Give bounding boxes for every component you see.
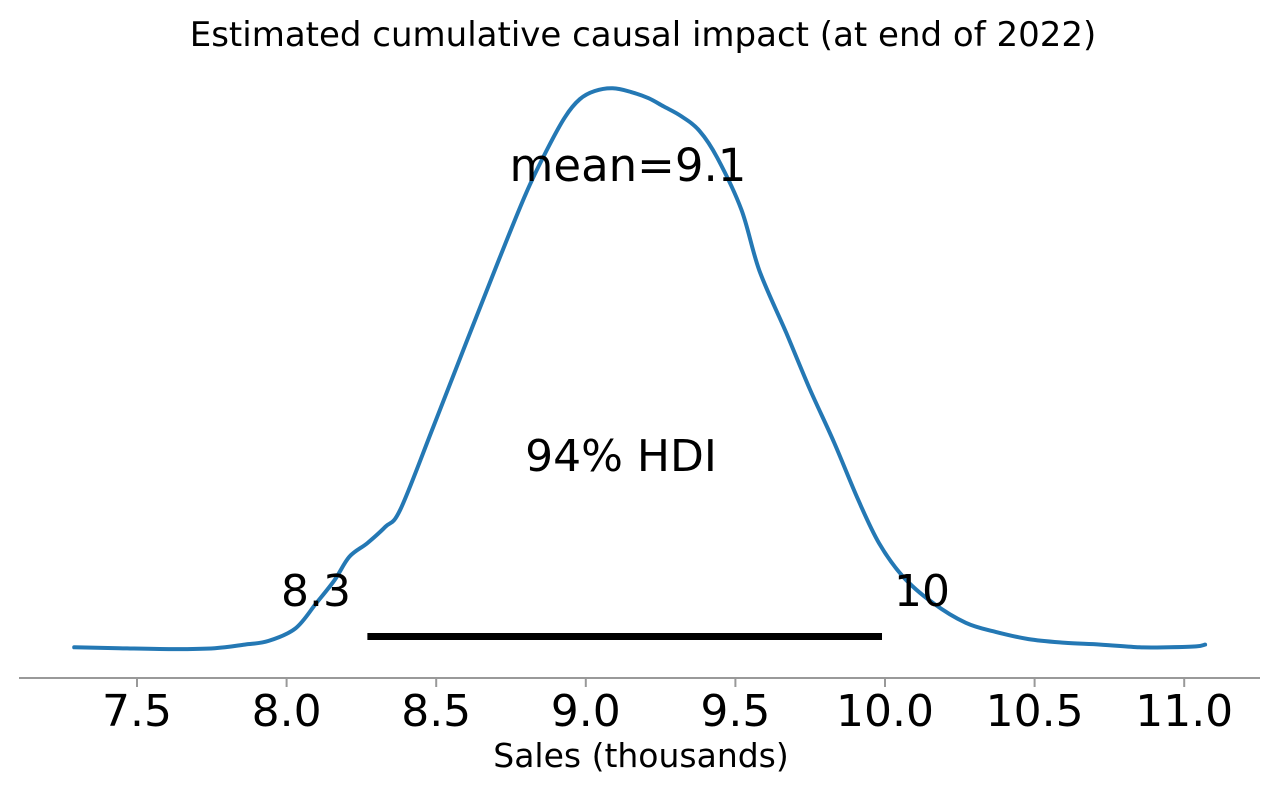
chart-title: Estimated cumulative causal impact (at e…: [189, 15, 1097, 55]
x-tick-label: 10.5: [985, 686, 1084, 737]
x-tick-label: 10.0: [836, 686, 934, 737]
x-tick-label: 11.0: [1135, 686, 1234, 737]
x-tick-label: 9.0: [550, 686, 621, 737]
x-axis-label: Sales (thousands): [493, 736, 789, 775]
kde-curve: [72, 86, 1208, 652]
x-tick-label: 9.5: [700, 686, 771, 737]
x-tick-label: 8.0: [251, 686, 322, 737]
hdi-lower-bound-label: 8.3: [281, 566, 351, 617]
x-tick-label: 8.5: [401, 686, 472, 737]
hdi-upper-bound-label: 10: [894, 566, 950, 617]
hdi-probability-label: 94% HDI: [525, 431, 717, 482]
mean-annotation: mean=9.1: [509, 139, 747, 192]
x-tick-label: 7.5: [102, 686, 172, 737]
